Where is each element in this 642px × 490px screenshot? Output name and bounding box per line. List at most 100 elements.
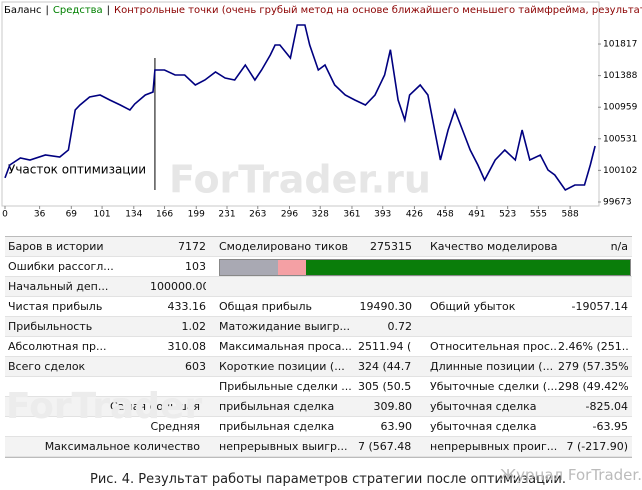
table-cell: 103 [185, 260, 206, 273]
plot-frame [1, 1, 600, 207]
y-tick-label: 101388 [603, 71, 638, 81]
table-cell: Чистая прибыль [8, 300, 103, 313]
stats-table: Баров в истории 7172 Смоделировано тиков 27… [0, 236, 642, 466]
table-cell: 603 [185, 360, 206, 373]
y-tick-label: 100959 [603, 103, 638, 113]
table-cell: Прибыльные сделки ... [219, 380, 352, 393]
table-cell: 0.72 [387, 320, 413, 333]
legend-separator: | [107, 5, 110, 16]
caption-watermark: Журнал ForTrader.ru [500, 466, 642, 484]
table-cell: Длинные позиции (... [430, 360, 554, 373]
balance-line [4, 24, 596, 192]
table-cell: непрерывных проиг... [430, 440, 558, 453]
watermark: ForTrader.ru [169, 158, 431, 202]
x-tick-label: 69 [66, 210, 78, 220]
table-cell: 305 (50.58%) [358, 380, 412, 393]
table-cell: 279 (57.35%) [558, 360, 628, 373]
table-row [5, 357, 632, 377]
table-cell: Максимальная проса... [219, 340, 352, 353]
x-tick-label: 491 [468, 210, 485, 220]
x-tick-label: 166 [156, 210, 173, 220]
x-tick-label: 361 [343, 210, 360, 220]
table-cell: 7 (-217.90) [566, 440, 628, 453]
quality-bar [219, 259, 631, 276]
x-tick-label: 0 [2, 210, 8, 220]
table-cell: Начальный деп... [8, 280, 109, 293]
table-cell: -825.04 [585, 400, 628, 413]
chart: ForTrader.ru Баланс | Средства | Контрольные… [1, 1, 642, 220]
table-cell: Абсолютная пр... [8, 340, 107, 353]
table-cell: 63.90 [380, 420, 413, 433]
table-row [5, 417, 632, 437]
caption: Рис. 4. Результат работы параметров стра… [90, 472, 567, 487]
x-tick-label: 134 [125, 210, 142, 220]
x-tick-label: 588 [562, 210, 579, 220]
table-row [5, 437, 632, 457]
x-tick-label: 231 [218, 210, 235, 220]
table-cell: Самая большая [109, 400, 200, 413]
x-tick-label: 36 [34, 210, 46, 220]
table-cell: убыточная сделка [430, 400, 537, 413]
table-cell: Прибыльность [8, 320, 93, 333]
table-cell: Общая прибыль [219, 300, 312, 313]
y-tick-label: 100102 [603, 166, 637, 176]
table-row [5, 237, 632, 257]
table-cell: убыточная сделка [430, 420, 537, 433]
table-cell: Максимальное количество [44, 440, 200, 453]
quality-gray [220, 260, 278, 275]
x-tick-label: 328 [312, 210, 329, 220]
table-row [5, 337, 632, 357]
table-cell: Качество моделирования [430, 240, 558, 253]
table-cell: Относительная прос... [430, 340, 558, 353]
legend-separator: | [46, 5, 49, 16]
table-cell: 1.02 [181, 320, 207, 333]
x-tick-label: 426 [406, 210, 423, 220]
table-row [5, 397, 632, 417]
x-tick-label: 523 [499, 210, 516, 220]
table-cell: Короткие позиции (... [219, 360, 345, 373]
table-cell: 7 (567.48) [358, 440, 412, 453]
table-cell: 275315 [370, 240, 412, 253]
table-row [5, 317, 632, 337]
legend-entry: Контрольные точки (очень грубый метод на… [114, 5, 642, 16]
table-cell: 298 (49.42%) [558, 380, 628, 393]
legend-entry: Средства [53, 5, 103, 16]
table-cell: Убыточные сделки (... [430, 380, 558, 393]
x-tick-label: 199 [188, 210, 205, 220]
table-row [5, 277, 632, 297]
x-tick-label: 263 [249, 210, 266, 220]
table-cell: Смоделировано тиков [219, 240, 349, 253]
table-cell: 2511.94 (2... [358, 340, 412, 353]
table-cell: 7172 [178, 240, 206, 253]
table-cell: Ошибки рассогл... [8, 260, 114, 273]
quality-pink [278, 260, 306, 275]
table-cell: Средняя [150, 420, 200, 433]
table-cell: прибыльная сделка [219, 420, 335, 433]
table-cell: Всего сделок [8, 360, 86, 373]
annotation: Участок оптимизации [8, 163, 146, 177]
quality-green [306, 260, 630, 275]
table-cell: 19490.30 [359, 300, 413, 313]
table-cell: -19057.14 [571, 300, 628, 313]
table-cell: Общий убыток [430, 300, 516, 313]
table-cell: 324 (44.75%) [358, 360, 412, 373]
table-cell: 2.46% (251... [558, 340, 628, 353]
legend-entry: Баланс [4, 5, 42, 16]
y-tick-label: 101817 [603, 40, 637, 50]
table-cell: Матожидание выигр... [219, 320, 350, 333]
x-tick-label: 393 [374, 210, 391, 220]
table-cell: 433.16 [167, 300, 207, 313]
y-tick-label: 100531 [603, 134, 637, 144]
x-tick-label: 458 [437, 210, 454, 220]
y-tick-label: 99673 [603, 197, 632, 207]
x-tick-label: 101 [93, 210, 110, 220]
x-tick-label: 296 [281, 210, 298, 220]
table-cell: n/a [610, 240, 628, 253]
table-row [5, 297, 632, 317]
table-row [5, 377, 632, 397]
table-cell: 309.80 [373, 400, 413, 413]
table-cell: прибыльная сделка [219, 400, 335, 413]
table-cell: 100000.00 [150, 280, 206, 293]
table-cell: непрерывных выигр... [219, 440, 348, 453]
